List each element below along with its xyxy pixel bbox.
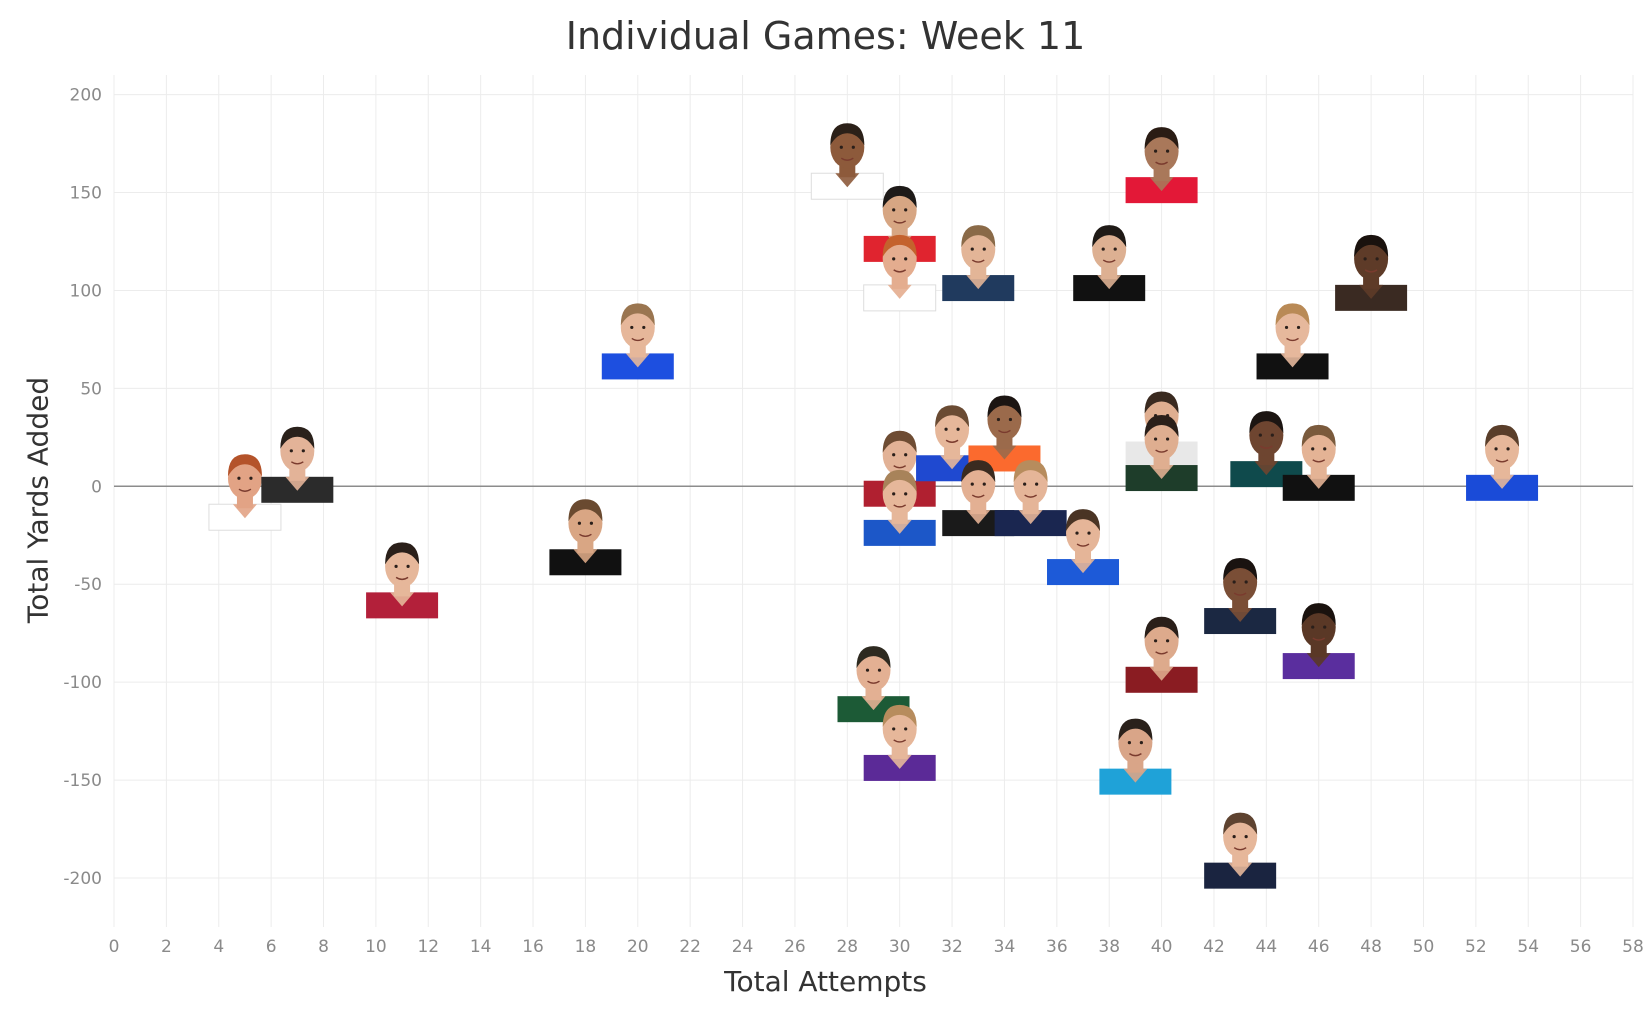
player-headshot-icon — [366, 542, 439, 619]
player-headshot-icon — [549, 499, 622, 576]
y-axis-label: Total Yards Added — [21, 376, 55, 624]
x-tick-label: 54 — [1517, 937, 1539, 957]
player-headshot-icon — [1125, 127, 1198, 204]
x-tick-label: 0 — [109, 937, 120, 957]
x-tick-label: 18 — [575, 937, 597, 957]
player-headshot-icon — [601, 303, 674, 380]
y-tick-label: -200 — [63, 869, 102, 889]
x-tick-label: 10 — [365, 937, 387, 957]
player-headshot-icon — [261, 426, 334, 503]
player-headshot-icon — [863, 469, 936, 546]
x-tick-label: 28 — [836, 937, 858, 957]
x-tick-label: 12 — [417, 937, 439, 957]
x-tick-label: 56 — [1570, 937, 1592, 957]
x-tick-label: 2 — [161, 937, 172, 957]
x-tick-label: 52 — [1465, 937, 1487, 957]
player-headshot-icon — [863, 234, 937, 312]
x-tick-label: 34 — [994, 937, 1016, 957]
player-headshot-icon — [1125, 616, 1198, 693]
player-headshot-icon — [942, 460, 1015, 537]
player-headshot-icon — [1204, 558, 1277, 635]
player-headshot-icon — [1073, 225, 1146, 302]
player-headshot-icon — [1125, 415, 1198, 492]
y-tick-label: -50 — [74, 575, 102, 595]
player-headshot-icon — [994, 460, 1067, 537]
x-tick-label: 16 — [522, 937, 544, 957]
player-headshot-icon — [837, 646, 910, 723]
data-points — [208, 123, 1539, 889]
player-headshot-icon — [1099, 718, 1172, 795]
player-headshot-icon — [1282, 424, 1355, 501]
x-tick-label: 24 — [732, 937, 754, 957]
x-tick-label: 46 — [1308, 937, 1330, 957]
chart-title: Individual Games: Week 11 — [565, 14, 1086, 58]
x-tick-label: 8 — [318, 937, 329, 957]
axis-ticks: 0 2 4 6 8 10 12 14 16 18 20 22 24 26 28 30 32 34 36 38 40 42 4… — [63, 86, 1643, 957]
x-tick-label: 40 — [1151, 937, 1173, 957]
player-headshot-icon — [968, 395, 1041, 472]
x-tick-label: 58 — [1622, 937, 1644, 957]
x-tick-label: 14 — [470, 937, 492, 957]
x-tick-label: 48 — [1360, 937, 1382, 957]
x-tick-label: 42 — [1203, 937, 1225, 957]
x-tick-label: 4 — [213, 937, 224, 957]
player-headshot-icon — [1256, 303, 1329, 380]
x-tick-label: 30 — [889, 937, 911, 957]
x-tick-label: 22 — [679, 937, 701, 957]
player-headshot-icon — [810, 123, 884, 200]
x-tick-label: 50 — [1413, 937, 1435, 957]
player-headshot-icon — [863, 704, 936, 781]
x-tick-label: 38 — [1098, 937, 1120, 957]
y-tick-label: 50 — [80, 379, 102, 399]
x-tick-label: 26 — [784, 937, 806, 957]
y-tick-label: 200 — [70, 86, 102, 106]
y-tick-label: -150 — [63, 771, 102, 791]
x-tick-label: 6 — [266, 937, 277, 957]
player-headshot-icon — [1282, 603, 1355, 680]
x-tick-label: 20 — [627, 937, 649, 957]
y-tick-label: 100 — [70, 281, 102, 301]
y-tick-label: 150 — [70, 184, 102, 204]
player-headshot-icon — [1466, 424, 1539, 501]
player-headshot-icon — [1047, 509, 1120, 586]
y-tick-label: -100 — [63, 673, 102, 693]
x-axis-label: Total Attempts — [724, 965, 927, 998]
x-tick-label: 32 — [941, 937, 963, 957]
player-headshot-icon — [1204, 812, 1277, 889]
player-headshot-icon — [208, 454, 282, 531]
x-tick-label: 44 — [1256, 937, 1278, 957]
player-headshot-icon — [1335, 234, 1408, 311]
x-tick-label: 36 — [1046, 937, 1068, 957]
y-tick-label: 0 — [91, 477, 102, 497]
player-headshot-icon — [942, 225, 1015, 302]
